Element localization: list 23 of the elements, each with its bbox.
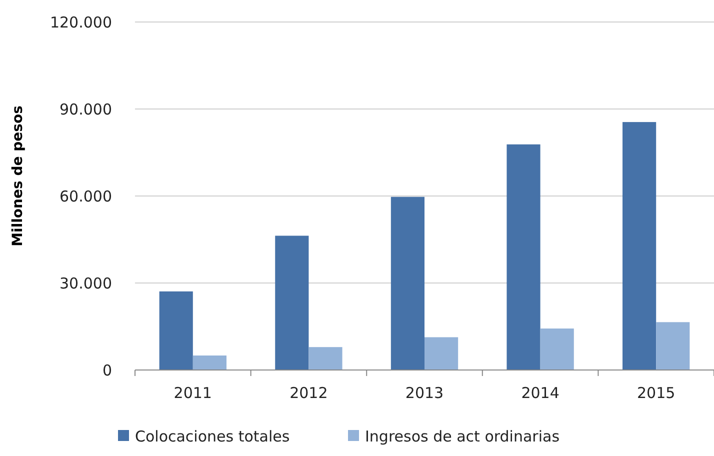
bar [308, 347, 342, 370]
bar [192, 356, 226, 370]
bar [656, 322, 690, 370]
bar [275, 236, 309, 370]
x-tick-label: 2013 [405, 384, 444, 402]
legend-label: Colocaciones totales [135, 427, 290, 446]
bar [390, 196, 424, 370]
bar [540, 328, 574, 370]
legend-label: Ingresos de act ordinarias [365, 427, 560, 446]
bar [622, 122, 656, 370]
x-tick-label: 2012 [290, 384, 328, 402]
bar [506, 144, 540, 370]
y-tick-label: 0 [102, 361, 112, 380]
y-tick-label: 120.000 [50, 13, 112, 32]
x-tick-label: 2011 [174, 384, 212, 402]
y-tick-label: 60.000 [60, 187, 112, 206]
y-tick-label: 30.000 [60, 274, 112, 292]
bar [159, 291, 193, 370]
y-axis-title: Millones de pesos [10, 106, 26, 246]
x-tick-label: 2014 [521, 384, 560, 402]
y-tick-label: 90.000 [60, 100, 112, 118]
x-tick-label: 2015 [637, 384, 676, 402]
bar [424, 337, 458, 370]
